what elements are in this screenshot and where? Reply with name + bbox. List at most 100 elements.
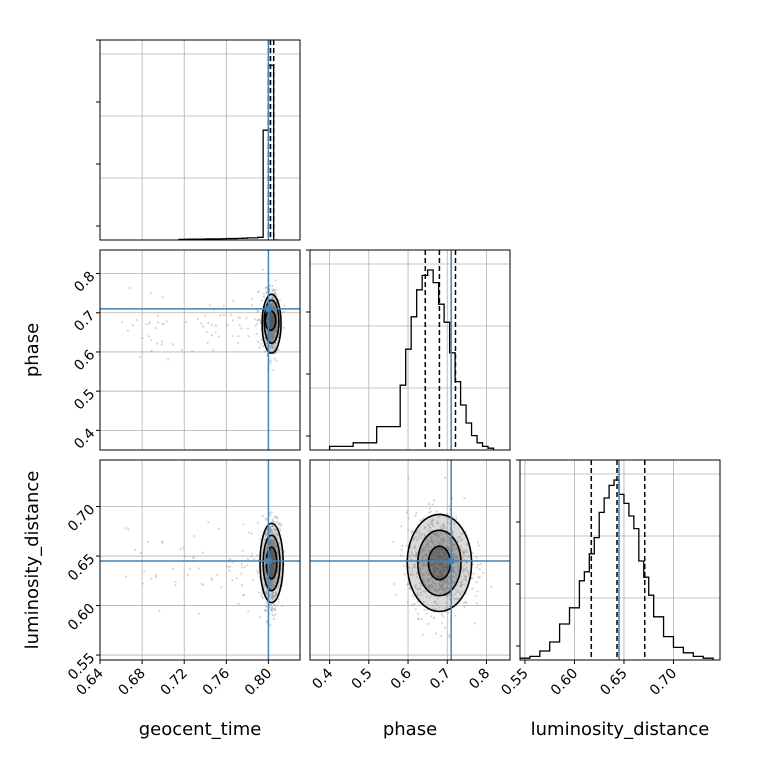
sample-point	[272, 562, 275, 565]
sample-point	[429, 510, 433, 513]
sample-point	[477, 576, 480, 579]
sample-point	[269, 303, 272, 306]
sample-point	[435, 533, 438, 537]
sample-point	[271, 552, 274, 555]
sample-point	[139, 355, 142, 359]
sample-point	[416, 594, 419, 597]
sample-point	[161, 540, 164, 543]
sample-point	[462, 552, 465, 555]
sample-point	[263, 583, 266, 586]
sample-point	[461, 570, 465, 573]
sample-point	[415, 587, 418, 590]
sample-point	[451, 576, 454, 579]
sample-point	[442, 552, 446, 555]
sample-point	[463, 574, 466, 577]
sample-point	[197, 612, 200, 615]
sample-point	[439, 592, 442, 595]
sample-point	[275, 312, 278, 315]
sample-point	[269, 334, 272, 337]
sample-point	[410, 531, 413, 534]
sample-point	[429, 576, 432, 580]
sample-point	[447, 565, 450, 569]
sample-point	[436, 520, 439, 523]
sample-point	[272, 297, 275, 301]
sample-point	[271, 595, 274, 598]
sample-point	[276, 550, 279, 553]
sample-point	[271, 338, 274, 341]
sample-point	[442, 574, 445, 578]
sample-point	[444, 526, 447, 529]
xtick-label-phase-1: 0.5	[349, 666, 376, 693]
sample-point	[208, 303, 212, 307]
sample-point	[271, 568, 274, 571]
sample-point	[149, 291, 153, 294]
sample-point	[280, 604, 284, 607]
sample-point	[473, 622, 477, 625]
sample-point	[271, 571, 274, 574]
sample-point	[482, 571, 485, 575]
sample-point	[419, 519, 422, 522]
sample-point	[269, 579, 272, 582]
sample-point	[275, 329, 278, 332]
sample-point	[192, 555, 195, 558]
sample-point	[437, 533, 441, 536]
sample-point	[431, 519, 434, 522]
sample-point	[263, 584, 266, 588]
sample-point	[272, 563, 275, 566]
sample-point	[422, 590, 425, 593]
sample-point	[477, 544, 480, 547]
sample-point	[459, 581, 462, 585]
sample-point	[443, 539, 446, 542]
sample-point	[453, 570, 456, 574]
sample-point	[418, 532, 421, 535]
sample-point	[463, 601, 466, 604]
sample-point	[272, 557, 275, 561]
sample-point	[271, 322, 274, 325]
sample-point	[427, 622, 430, 625]
sample-point	[272, 567, 275, 570]
sample-point	[270, 585, 273, 588]
sample-point	[271, 324, 274, 327]
sample-point	[430, 521, 433, 524]
sample-point	[415, 537, 418, 541]
sample-point	[478, 568, 481, 571]
sample-point	[265, 291, 269, 295]
sample-point	[270, 324, 274, 327]
sample-point	[269, 311, 272, 315]
sample-point	[419, 591, 422, 594]
sample-point	[269, 581, 272, 585]
sample-point	[465, 566, 468, 569]
sample-point	[158, 609, 161, 612]
sample-point	[274, 309, 277, 313]
sample-point	[228, 569, 231, 572]
sample-point	[425, 556, 428, 559]
sample-point	[476, 590, 479, 593]
sample-point	[270, 587, 273, 590]
sample-point	[463, 563, 466, 566]
sample-point	[268, 323, 271, 326]
sample-point	[269, 325, 272, 328]
sample-point	[439, 634, 442, 638]
sample-point	[269, 360, 272, 363]
sample-point	[437, 583, 441, 586]
sample-point	[430, 533, 433, 536]
sample-point	[124, 527, 128, 530]
sample-point	[422, 547, 425, 550]
sample-point	[271, 613, 274, 616]
sample-point	[279, 522, 282, 525]
sample-point	[260, 299, 263, 302]
sample-point	[426, 595, 429, 598]
sample-point	[434, 558, 437, 561]
sample-point	[443, 550, 446, 553]
sample-point	[272, 584, 275, 587]
sample-point	[226, 565, 229, 568]
sample-point	[256, 569, 259, 572]
sample-point	[414, 565, 417, 569]
sample-point	[271, 574, 274, 577]
sample-point	[437, 563, 441, 566]
sample-point	[269, 323, 273, 326]
sample-point	[460, 583, 463, 587]
sample-point	[268, 296, 271, 300]
sample-point	[272, 555, 275, 558]
sample-point	[274, 604, 277, 607]
